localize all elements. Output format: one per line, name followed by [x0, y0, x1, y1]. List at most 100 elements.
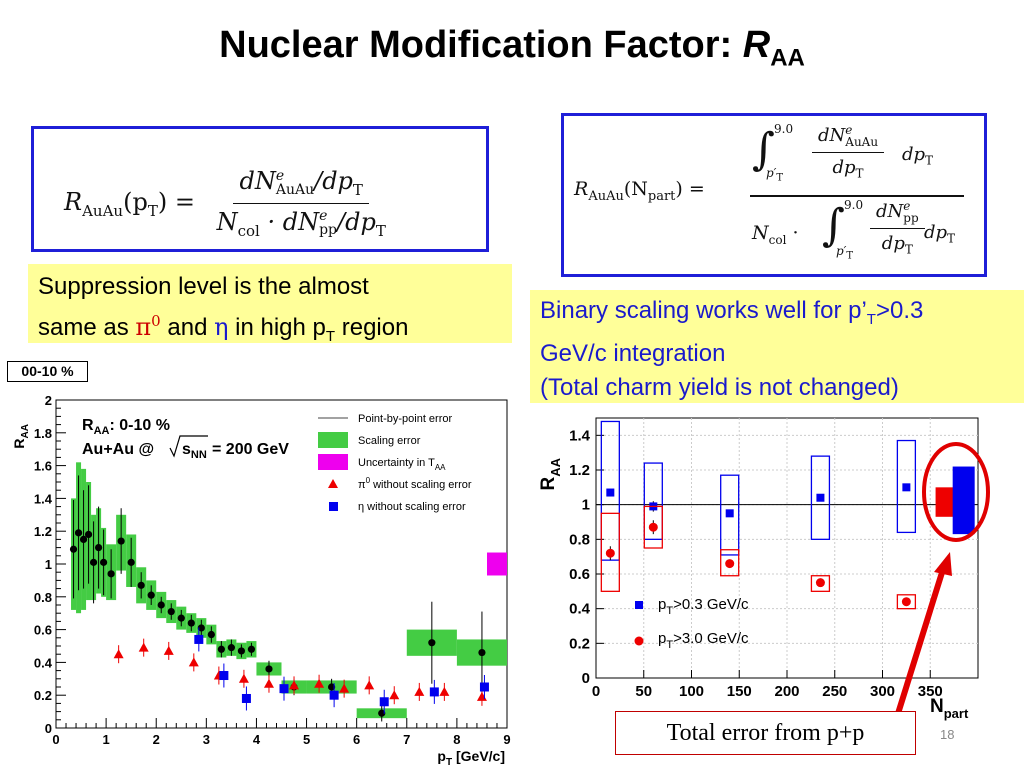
y-tick-label: 1.2: [569, 462, 590, 479]
eq1-fraction: dN e AuAu/dpT Ncol · dN e pp/dpT: [211, 167, 392, 240]
x-tick-label: 100: [679, 683, 704, 700]
suppression-note-line1: Suppression level is the almost: [38, 273, 369, 300]
page-number: 18: [940, 727, 955, 742]
eq2-den-frac-den: dp: [881, 233, 905, 254]
legend-label: pT>0.3 GeV/c: [658, 596, 749, 617]
y-tick-label: 0.2: [34, 688, 52, 703]
centrality-tag: 00-10 %: [7, 361, 88, 382]
title-sub: AA: [770, 44, 805, 72]
eq2-num-integral-icon: ∫: [752, 124, 775, 175]
eq2-num-frac-sup: e: [845, 123, 853, 137]
y-tick-label: 0.4: [569, 601, 591, 618]
blue-point-square: [816, 493, 825, 502]
annotation-arrow-layer: [893, 442, 990, 721]
eq1-arg-sub: T: [147, 201, 158, 220]
legend-label: Uncertainty in TAA: [358, 457, 446, 472]
y-tick-label: 0.8: [34, 590, 52, 605]
data-point-circle: [378, 709, 386, 717]
data-point-circle: [207, 630, 215, 639]
y-tick-label: 1: [45, 557, 52, 572]
eq2-num-frac-num: dN: [818, 125, 846, 146]
raa-pt-chart: 0 1 2 3 4 5 6 7 8 9 0 0.2 0.4 0.6 0.8 1 1.2 1.4 1.6 1.8 2 pT …: [11, 393, 511, 768]
data-point-circle: [177, 614, 185, 622]
data-point-circle: [227, 644, 235, 652]
red-error-box: [600, 512, 620, 592]
data-point-circle: [197, 624, 205, 632]
red-point-circle: [901, 597, 911, 607]
chart-annotation-root: sNN: [182, 441, 207, 461]
suppression-note: Suppression level is the almost same as …: [28, 264, 512, 345]
binary-scaling-line2: GeV/c integration: [540, 339, 726, 367]
y-tick-label: 2: [45, 393, 52, 408]
legend-label: Point-by-point error: [358, 413, 452, 425]
eq1-den-tail-sub: T: [375, 221, 386, 240]
y-tick-label: 1.4: [34, 491, 53, 506]
red-point-circle: [725, 559, 735, 569]
eq2-num-tail: dp: [902, 144, 926, 165]
data-point-circle: [117, 537, 125, 545]
legend-blue-square-icon: [635, 601, 643, 609]
x-tick-label: 200: [774, 683, 799, 700]
eq2-num-frac-den-sub: T: [855, 166, 864, 181]
title-text: Nuclear Modification Factor:: [219, 24, 743, 66]
y-tick-label: 1.2: [34, 524, 52, 539]
eq2-arg: (N: [623, 178, 648, 200]
eq2-den-frac-num: dN: [876, 201, 904, 222]
data-point-circle: [100, 558, 108, 566]
x-tick-label: 350: [918, 683, 943, 700]
y-axis-label: RAA: [538, 457, 563, 490]
binary-scaling-line1: Binary scaling works well for p’T>0.3: [540, 297, 924, 328]
y-tick-label: 0: [582, 670, 590, 687]
sqrt-sign-icon: [169, 435, 208, 458]
pp-error-bar: [952, 466, 975, 535]
pi0-point-triangle: [414, 686, 425, 696]
eq2-den-lead-sub: col: [768, 232, 787, 247]
blue-point-square: [725, 509, 734, 518]
pi0-point-triangle: [188, 657, 199, 667]
eta-point-square: [379, 697, 389, 707]
eq2-lhs-group: RAuAu(Npart) =: [574, 178, 705, 204]
pi0-point-triangle: [389, 690, 400, 700]
equation-pt: RAuAu(pT) = dN e AuAu/dpT Ncol · dN e pp/dpT: [64, 167, 392, 240]
legend-magenta-box-icon: [318, 454, 348, 470]
x-tick-label: 50: [635, 683, 652, 700]
red-error-box: [896, 594, 917, 610]
pi0-point-triangle: [439, 686, 450, 696]
highlight-ellipse: [922, 442, 990, 542]
x-tick-label: 3: [203, 732, 210, 747]
y-tick-label: 1.6: [34, 459, 52, 474]
y-tick-label: 0: [45, 721, 52, 736]
data-point-circle: [69, 545, 78, 553]
x-axis-label: pT [GeV/c]: [437, 748, 505, 768]
eq2-close: ) =: [675, 178, 705, 200]
blue-error-box: [720, 474, 740, 556]
eq2-den-integral-icon: ∫: [822, 200, 845, 251]
x-tick-label: 9: [503, 732, 510, 747]
eq2-den-frac-den-sub: T: [904, 242, 913, 257]
eq2-lhs: R: [574, 178, 589, 200]
eq2-arg-sub: part: [647, 188, 676, 204]
y-tick-label: 0.6: [569, 566, 590, 583]
title-r: R: [742, 24, 771, 66]
legend-red-circle-icon: [634, 636, 644, 646]
pi0-point-triangle: [163, 645, 174, 655]
data-point-circle: [167, 607, 175, 616]
data-point-circle: [247, 645, 256, 653]
eq2-den-tail: dp: [924, 222, 948, 243]
pi-symbol: π: [135, 313, 152, 341]
x-tick-label: 2: [153, 732, 160, 747]
eq2-lhs-sub: AuAu: [588, 188, 624, 204]
eq2-den-dot: ·: [786, 222, 799, 244]
pi0-point-triangle: [138, 642, 149, 652]
taa-uncertainty-box: [487, 552, 507, 576]
pi0-point-triangle: [238, 673, 249, 683]
x-axis-label: Npart: [930, 696, 969, 721]
blue-error-box: [600, 420, 620, 561]
eq2-den-frac-sub: pp: [903, 211, 919, 225]
eq2-num-upper: 9.0: [774, 122, 794, 136]
blue-error-box: [810, 455, 831, 540]
eq1-den-tail: /dp: [337, 207, 376, 236]
raa-npart-chart: 0 50 100 150 200 250 300 350 0 0.2 0.4 0.6 0.8 1 1.2 1.…: [538, 417, 979, 721]
slide-title: Nuclear Modification Factor: RAA: [0, 24, 1024, 73]
blue-point-square: [606, 488, 615, 497]
